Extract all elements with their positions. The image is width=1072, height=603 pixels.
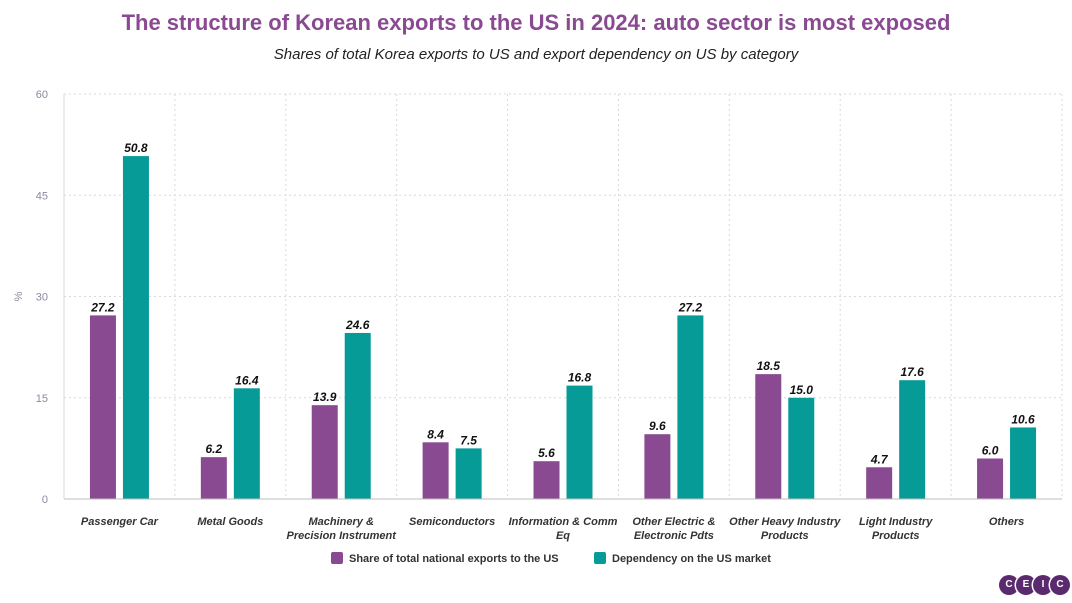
axes: 0 15 30 45 60% Passenger Car Metal Goods Machin… xyxy=(13,89,1062,542)
bar-share xyxy=(200,457,227,499)
data-label: 8.4 xyxy=(427,427,444,441)
data-label: 18.5 xyxy=(757,359,781,373)
logo-letter: E xyxy=(1016,575,1036,595)
bar-dependency xyxy=(899,380,926,499)
grid-lines xyxy=(63,93,1063,499)
data-label: 15.0 xyxy=(790,383,814,397)
data-label: 16.4 xyxy=(235,373,259,387)
bar-share xyxy=(533,461,560,499)
y-tick-label: 0 xyxy=(42,494,48,506)
bar-share xyxy=(866,467,893,499)
y-axis-label: % xyxy=(13,291,25,301)
data-label: 7.5 xyxy=(460,433,477,447)
data-label: 13.9 xyxy=(313,390,337,404)
logo-letter: C xyxy=(1050,575,1070,595)
bar-share xyxy=(422,442,449,499)
data-label: 27.2 xyxy=(678,300,703,314)
data-label: 16.8 xyxy=(568,371,592,385)
legend-label: Share of total national exports to the U… xyxy=(349,553,559,565)
data-label: 9.6 xyxy=(649,419,666,433)
logo-letter: C xyxy=(999,575,1019,595)
x-tick-label: Metal Goods xyxy=(197,516,263,528)
bar-dependency xyxy=(455,448,482,499)
legend-swatch xyxy=(331,552,343,564)
bar-dependency xyxy=(1010,427,1037,499)
bar-share xyxy=(644,434,671,499)
legend: Share of total national exports to the U… xyxy=(331,552,771,565)
x-tick-label: Machinery & Precision Instrument xyxy=(287,516,398,542)
bar-share xyxy=(977,458,1004,499)
bar-dependency xyxy=(233,388,260,499)
bar-dependency xyxy=(677,315,704,499)
legend-label: Dependency on the US market xyxy=(612,553,771,565)
data-label: 6.0 xyxy=(982,444,999,458)
x-tick-label: Light Industry Products xyxy=(859,516,933,542)
data-label: 6.2 xyxy=(205,442,222,456)
bar-dependency xyxy=(122,156,149,499)
logo-letter: I xyxy=(1033,575,1053,595)
x-tick-label: Semiconductors xyxy=(409,516,495,528)
bar-share xyxy=(89,315,116,499)
y-tick-label: 15 xyxy=(36,393,48,405)
x-tick-label: Passenger Car xyxy=(81,516,159,528)
bar-dependency xyxy=(344,332,371,499)
chart-subtitle: Shares of total Korea exports to US and … xyxy=(273,46,799,63)
data-label: 27.2 xyxy=(90,300,115,314)
y-tick-label: 45 xyxy=(36,190,48,202)
bar-share xyxy=(755,374,782,499)
y-tick-label: 30 xyxy=(36,292,48,304)
x-tick-label: Other Electric & Electronic Pdts xyxy=(632,516,715,542)
bars xyxy=(89,156,1037,499)
ceic-logo: C E I C xyxy=(999,575,1070,595)
bar-dependency xyxy=(788,397,815,499)
data-label: 4.7 xyxy=(870,452,889,466)
bar-dependency xyxy=(566,385,593,499)
data-label: 10.6 xyxy=(1011,412,1035,426)
x-tick-label: Information & Comm Eq xyxy=(509,516,618,542)
data-label: 50.8 xyxy=(124,141,148,155)
data-labels: 27.2 50.8 6.2 16.4 13.9 24.6 8.4 7.5 5.6 16.8 9.6 2… xyxy=(90,141,1035,466)
legend-swatch xyxy=(594,552,606,564)
data-label: 5.6 xyxy=(538,446,555,460)
x-tick-label: Other Heavy Industry Products xyxy=(729,516,841,542)
data-label: 17.6 xyxy=(900,365,924,379)
y-tick-label: 60 xyxy=(36,89,48,101)
x-tick-label: Others xyxy=(989,516,1024,528)
bar-share xyxy=(311,405,338,499)
data-label: 24.6 xyxy=(345,318,370,332)
chart-title: The structure of Korean exports to the U… xyxy=(121,10,951,35)
